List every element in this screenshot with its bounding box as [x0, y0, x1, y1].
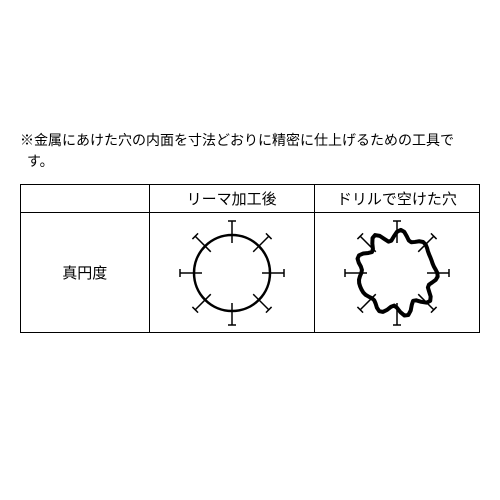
- row-label-roundness: 真円度: [21, 213, 150, 333]
- figure-drilled-cell: [314, 213, 479, 333]
- comparison-table: リーマ加工後 ドリルで空けた穴 真円度: [20, 184, 480, 333]
- header-drilled: ドリルで空けた穴: [314, 185, 479, 213]
- reamed-hole-diagram: [172, 218, 292, 328]
- header-blank: [21, 185, 150, 213]
- figure-reamed-cell: [149, 213, 314, 333]
- header-reamed: リーマ加工後: [149, 185, 314, 213]
- drilled-hole-diagram: [337, 218, 457, 328]
- description-note: ※金属にあけた穴の内面を寸法どおりに精密に仕上げるための工具です。: [20, 130, 480, 172]
